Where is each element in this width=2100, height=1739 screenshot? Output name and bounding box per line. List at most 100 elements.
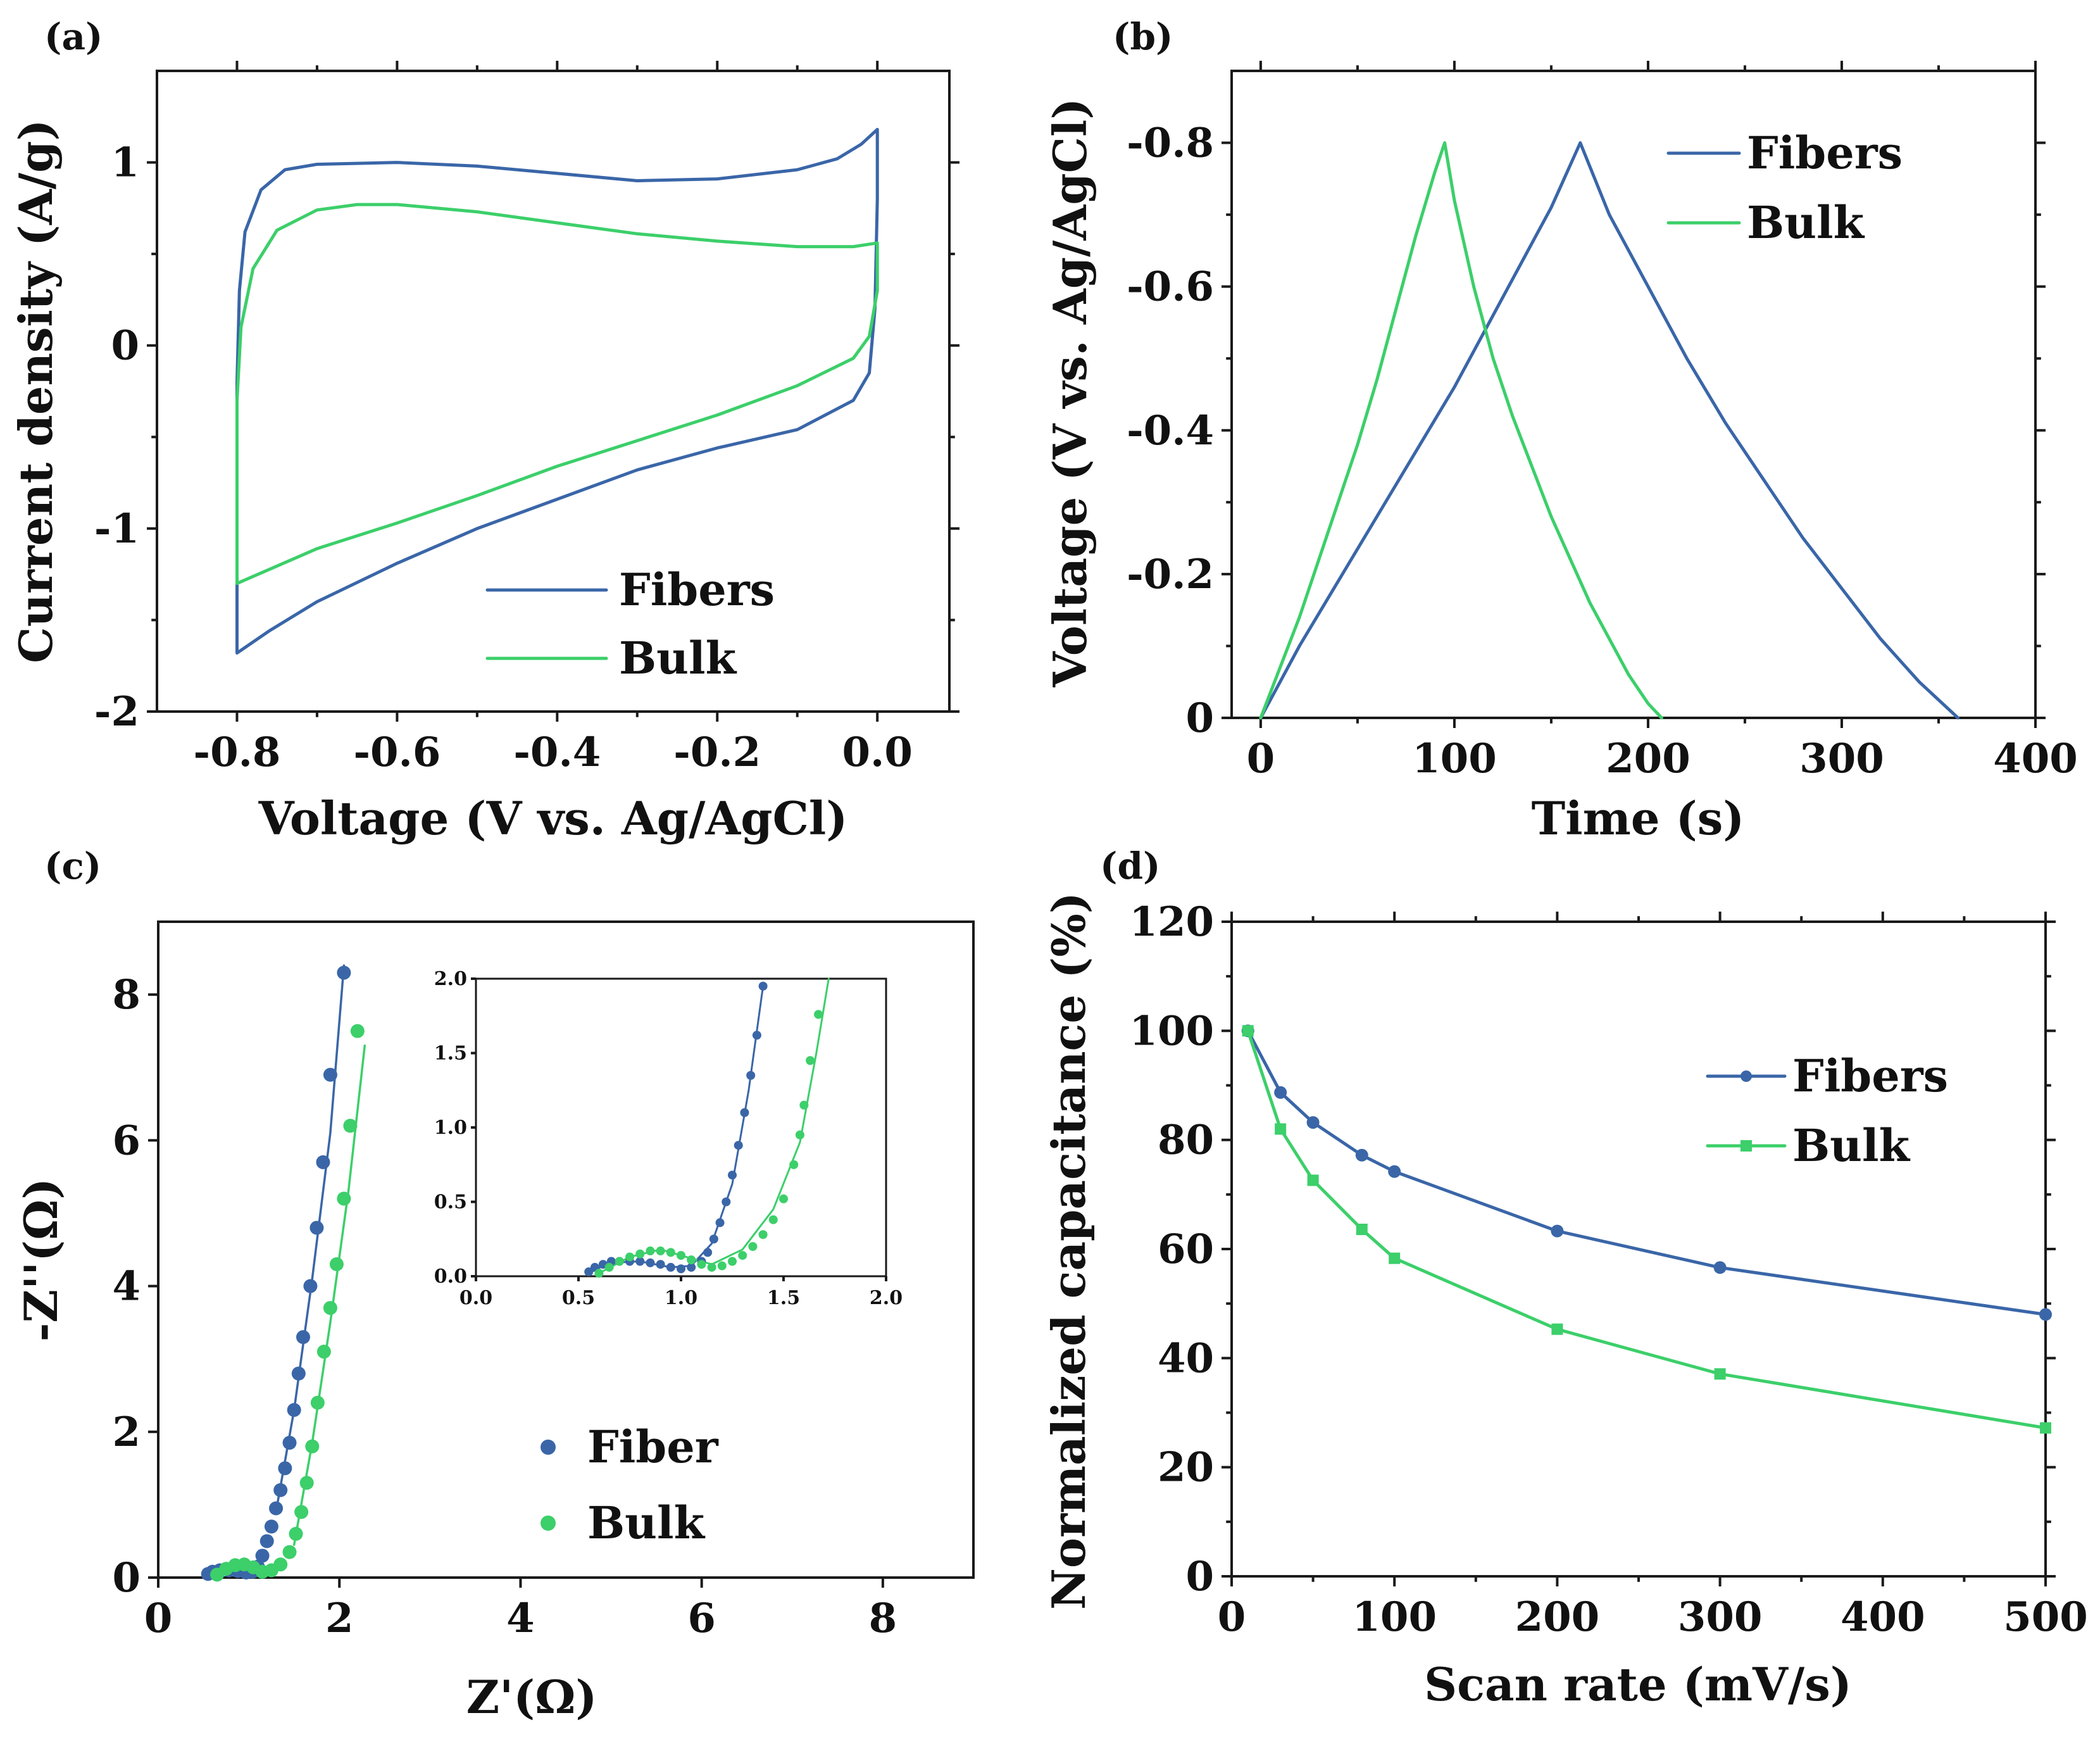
inset-data-point (584, 1267, 594, 1276)
inset-data-point (728, 1171, 737, 1180)
inset-data-point (768, 1215, 778, 1224)
panel-b-y-axis-label: Voltage (V vs. Ag/AgCl) (1043, 98, 1097, 688)
x-tick-label: 200 (1515, 1593, 1600, 1641)
panel-d-x-axis: 0 100 200 300 400 500 (1218, 912, 2088, 1641)
y-tick-label: -0.6 (1127, 263, 1214, 311)
inset-data-point (799, 1100, 809, 1110)
data-point-fiber (316, 1155, 330, 1169)
x-tick-label: 2 (325, 1595, 354, 1642)
panel-a-legend: Fibers Bulk (485, 563, 775, 684)
series-line-fibers (1246, 1029, 2047, 1316)
data-point-bulk (305, 1439, 320, 1453)
data-point-bulk (294, 1505, 309, 1519)
inset-data-point (656, 1260, 665, 1269)
data-point-fibers (1713, 1261, 1727, 1274)
legend-label-bulk: Bulk (1747, 196, 1865, 249)
inset-data-point (687, 1262, 696, 1272)
y-tick-label: -1 (94, 505, 139, 553)
panel-b-letter: (b) (1113, 15, 1173, 58)
x-tick-label: -0.6 (353, 729, 441, 776)
data-point-bulk (329, 1257, 344, 1272)
y-tick-label: 100 (1129, 1007, 1214, 1055)
inset-data-point (779, 1194, 788, 1203)
panel-d-series (1241, 1024, 2052, 1434)
data-point-fibers (2039, 1308, 2052, 1321)
panel-a-x-axis-label: Voltage (V vs. Ag/AgCl) (258, 791, 848, 845)
inset-data-point (666, 1248, 675, 1257)
panel-a-letter: (a) (44, 15, 103, 58)
x-tick-label: 0 (1218, 1593, 1246, 1641)
panel-a-y-axis-label: Current density (A/g) (9, 119, 63, 663)
x-tick-label: 0.0 (842, 729, 913, 776)
x-tick-label: 300 (1799, 735, 1884, 782)
panel-c-inset: 0.0 0.5 1.0 1.5 2.0 0.0 0.5 1.0 1.5 2.0 (434, 968, 903, 1309)
x-tick-label: 300 (1678, 1593, 1763, 1641)
data-point-fiber (264, 1519, 278, 1534)
x-tick-label: 4 (506, 1595, 535, 1642)
inset-data-point (717, 1261, 727, 1271)
y-tick-label: 1.0 (434, 1117, 467, 1139)
panel-c-series (201, 965, 365, 1582)
data-point-bulk (1389, 1252, 1401, 1264)
inset-data-point (687, 1255, 696, 1265)
y-tick-label: 0 (111, 322, 139, 370)
inset-data-point (734, 1141, 743, 1150)
inset-data-point (758, 1230, 768, 1240)
y-tick-label: 8 (112, 971, 141, 1019)
data-point-bulk (273, 1557, 288, 1572)
data-point-bulk (2040, 1422, 2051, 1434)
panel-c-letter: (c) (44, 844, 101, 888)
data-point-bulk (337, 1191, 351, 1206)
data-point-bulk (1242, 1025, 1254, 1037)
y-tick-label: 1 (111, 139, 139, 187)
legend-marker-fiber (541, 1440, 556, 1455)
data-point-fibers (1388, 1165, 1401, 1178)
data-point-bulk (299, 1476, 314, 1490)
y-tick-label: 6 (112, 1117, 141, 1164)
data-point-bulk (1551, 1323, 1563, 1335)
inset-data-point (728, 1257, 737, 1266)
panel-c-x-axis-label: Z'(Ω) (466, 1670, 597, 1724)
series-line-bulk (1259, 141, 1663, 720)
panel-a-series (235, 128, 879, 655)
inset-fit-line (597, 977, 830, 1274)
panel-b-plot-frame (1230, 70, 2037, 719)
inset-data-point (738, 1251, 747, 1260)
y-tick-label: 20 (1158, 1444, 1214, 1491)
x-tick-label: 6 (687, 1595, 716, 1642)
x-tick-label: 1.0 (665, 1287, 697, 1309)
data-point-fiber (282, 1436, 297, 1450)
inset-data-point (656, 1246, 665, 1256)
data-point-bulk (350, 1024, 365, 1038)
inset-data-point (789, 1160, 799, 1169)
panel-d-legend: Fibers Bulk (1706, 1050, 1948, 1172)
data-point-fiber (278, 1461, 292, 1476)
data-point-bulk (1307, 1174, 1319, 1186)
series-line-bulk (1246, 1029, 2047, 1430)
panel-d-y-axis-label: Normalized capacitance (%) (1042, 892, 1096, 1610)
legend-marker-bulk (1741, 1140, 1752, 1152)
legend-label-bulk: Bulk (619, 632, 737, 684)
legend-label-fibers: Fibers (1792, 1050, 1948, 1102)
data-point-fiber (259, 1534, 274, 1548)
inset-data-point (646, 1246, 655, 1256)
inset-data-point (635, 1249, 645, 1259)
x-tick-label: 100 (1412, 735, 1497, 782)
data-point-fiber (309, 1221, 324, 1235)
data-point-fiber (255, 1548, 270, 1563)
inset-data-point (666, 1262, 675, 1272)
panel-a-plot-frame (156, 70, 951, 713)
inset-data-point (752, 1031, 761, 1040)
data-point-fiber (323, 1067, 337, 1082)
series-line-fibers (1259, 141, 1960, 720)
inset-data-point (715, 1218, 725, 1227)
panel-c: (c) 0 2 4 6 8 0 2 4 6 8 Z'(Ω) -Z''(Ω) Fiber Bulk… (14, 844, 975, 1724)
inset-data-point (677, 1264, 685, 1274)
y-tick-label: -2 (94, 688, 139, 736)
y-tick-label: 0 (112, 1554, 141, 1602)
inset-data-point (615, 1257, 624, 1266)
y-tick-label: 0 (1185, 1553, 1214, 1600)
x-tick-label: 200 (1606, 735, 1691, 782)
data-point-fibers (1355, 1148, 1368, 1162)
data-point-bulk (323, 1301, 337, 1315)
